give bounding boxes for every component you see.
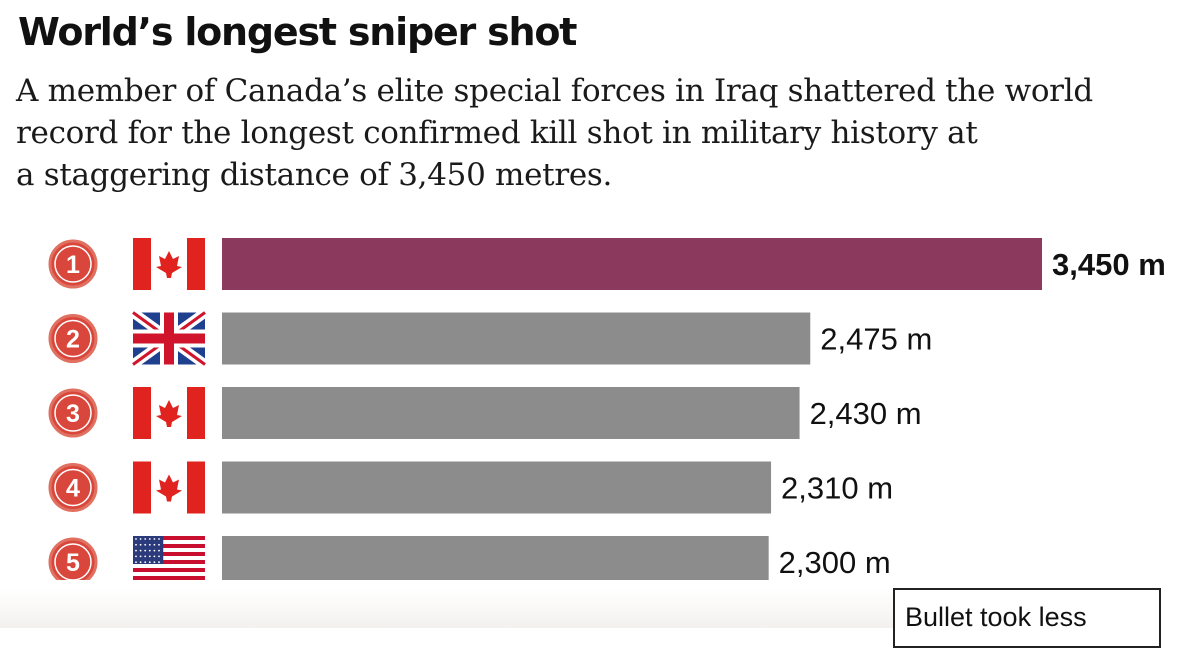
chart-subtitle: A member of Canada’s elite special force… xyxy=(16,73,1093,193)
rank-badge xyxy=(48,463,98,512)
value-label: 2,310 m xyxy=(781,471,893,506)
chart-row: 3 2,430 m xyxy=(48,387,922,439)
maple-leaf-icon xyxy=(156,400,182,427)
infographic: World’s longest sniper shot A member of … xyxy=(0,10,1166,648)
rank-number: 5 xyxy=(66,549,80,577)
rank-badge xyxy=(48,388,98,438)
chart-row: 2 2,475 m xyxy=(48,308,932,369)
rank-number: 3 xyxy=(66,400,80,428)
canada-flag-icon xyxy=(133,461,205,514)
rank-number: 2 xyxy=(66,326,80,354)
bar xyxy=(222,461,772,514)
callout-box: Bullet took less xyxy=(893,588,1161,648)
bar xyxy=(222,387,800,439)
value-label: 3,450 m xyxy=(1052,247,1166,282)
maple-leaf-icon xyxy=(156,251,182,278)
rank-badge xyxy=(48,239,98,289)
chart-row: 5 2,300 m xyxy=(48,536,891,589)
value-label: 2,475 m xyxy=(820,322,932,357)
bar xyxy=(222,536,769,588)
chart-row: 1 3,450 m xyxy=(48,238,1166,290)
value-label: 2,430 m xyxy=(810,396,922,431)
bar xyxy=(222,238,1042,290)
bar-chart: 1 3,450 m 2 2,475 m 3 2,430 m 4 2,310 m 5 2,300 m xyxy=(48,238,1166,589)
chart-row: 4 2,310 m xyxy=(48,461,893,514)
chart-title: World’s longest sniper shot xyxy=(18,10,577,54)
rank-number: 4 xyxy=(66,475,80,503)
value-label: 2,300 m xyxy=(779,545,891,580)
rank-number: 1 xyxy=(66,251,80,279)
maple-leaf-icon xyxy=(156,474,182,502)
canada-flag-icon xyxy=(133,238,205,290)
rank-badge xyxy=(48,314,98,363)
background-decoration xyxy=(0,580,893,628)
canada-flag-icon xyxy=(133,387,205,439)
uk-flag-icon xyxy=(130,308,208,369)
bar xyxy=(222,312,811,365)
